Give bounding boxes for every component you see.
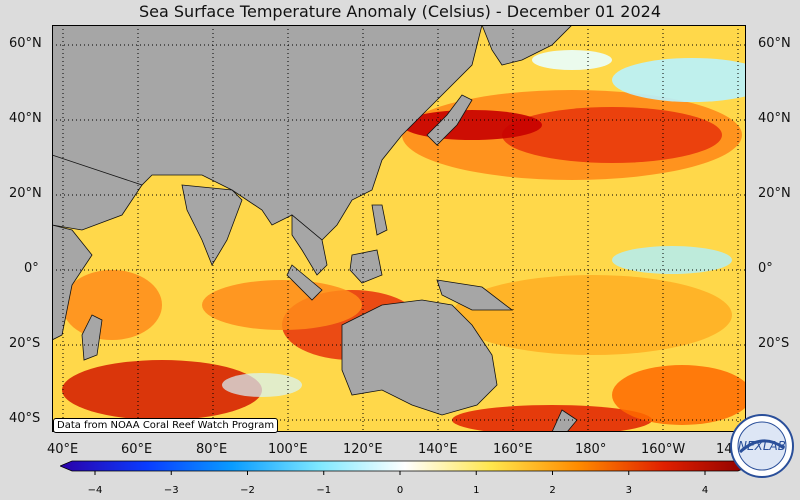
africa-land bbox=[52, 224, 93, 341]
colorbar: −4 −3 −2 −1 0 1 2 3 4 bbox=[60, 460, 750, 496]
lat-label-left: 20°S bbox=[9, 336, 41, 351]
nexlab-logo: NEXLAB bbox=[730, 414, 794, 478]
colorbar-gradient bbox=[60, 460, 750, 472]
lat-label-left: 20°N bbox=[9, 186, 42, 201]
colorbar-tick-label: 0 bbox=[397, 485, 403, 496]
arabia-land bbox=[52, 154, 143, 231]
anomaly-cool-patch bbox=[532, 50, 612, 70]
map-title: Sea Surface Temperature Anomaly (Celsius… bbox=[139, 2, 661, 21]
logo-text: NEXLAB bbox=[738, 439, 786, 453]
anomaly-hot-patch bbox=[62, 270, 162, 340]
australia-land bbox=[341, 299, 498, 416]
land-masses bbox=[52, 25, 578, 432]
lon-label: 14 bbox=[716, 442, 733, 457]
data-credit: Data from NOAA Coral Reef Watch Program bbox=[53, 418, 279, 433]
colorbar-tick-label: 2 bbox=[549, 485, 555, 496]
lat-label-left: 0° bbox=[24, 261, 39, 276]
colorbar-tick-label: −1 bbox=[316, 485, 331, 496]
anomaly-hot-patch bbox=[62, 360, 262, 420]
philippines-land bbox=[371, 204, 388, 236]
colorbar-tick-label: −2 bbox=[240, 485, 255, 496]
new-guinea-land bbox=[436, 279, 514, 311]
colorbar-tick-label: 3 bbox=[626, 485, 632, 496]
lon-label: 140°E bbox=[418, 442, 458, 457]
colorbar-tick-label: −4 bbox=[88, 485, 103, 496]
lon-label: 180° bbox=[575, 442, 607, 457]
lat-label-left: 40°N bbox=[9, 111, 42, 126]
japan-land bbox=[426, 94, 473, 146]
anomaly-hot-patch bbox=[452, 405, 652, 432]
borneo-land bbox=[349, 249, 383, 284]
lat-label-left: 40°S bbox=[9, 411, 41, 426]
kamchatka-land bbox=[481, 25, 573, 66]
lon-label: 40°E bbox=[47, 442, 79, 457]
sst-anomaly-map bbox=[52, 25, 746, 432]
lat-label-right: 0° bbox=[758, 261, 773, 276]
lon-label: 120°E bbox=[343, 442, 383, 457]
colorbar-tick-label: −3 bbox=[164, 485, 179, 496]
lat-label-left: 60°N bbox=[9, 36, 42, 51]
colorbar-tick-label: 1 bbox=[473, 485, 479, 496]
anomaly-hot-patch bbox=[202, 280, 362, 330]
anomaly-cool-patch bbox=[222, 373, 302, 397]
anomaly-hot-patch bbox=[612, 365, 746, 425]
lat-label-right: 20°N bbox=[758, 186, 791, 201]
new-zealand-land bbox=[551, 409, 578, 432]
sumatra-land bbox=[286, 264, 323, 301]
lat-label-right: 40°N bbox=[758, 111, 791, 126]
lat-label-right: 60°N bbox=[758, 36, 791, 51]
colorbar-ticks: −4 −3 −2 −1 0 1 2 3 4 bbox=[88, 471, 708, 496]
colorbar-tick-label: 4 bbox=[702, 485, 708, 496]
anomaly-cool-patch bbox=[612, 246, 732, 274]
lon-label: 100°E bbox=[268, 442, 308, 457]
lon-label: 160°E bbox=[493, 442, 533, 457]
anomaly-hot-patch bbox=[452, 275, 732, 355]
lat-label-right: 20°S bbox=[758, 336, 790, 351]
indochina-land bbox=[291, 214, 328, 276]
india-land bbox=[181, 184, 243, 266]
lon-label: 80°E bbox=[196, 442, 228, 457]
anomaly-cool-patch bbox=[612, 58, 746, 102]
lon-label: 60°E bbox=[121, 442, 153, 457]
lon-label: 160°W bbox=[641, 442, 686, 457]
madagascar-land bbox=[81, 314, 103, 361]
anomaly-hot-patch bbox=[502, 107, 722, 163]
